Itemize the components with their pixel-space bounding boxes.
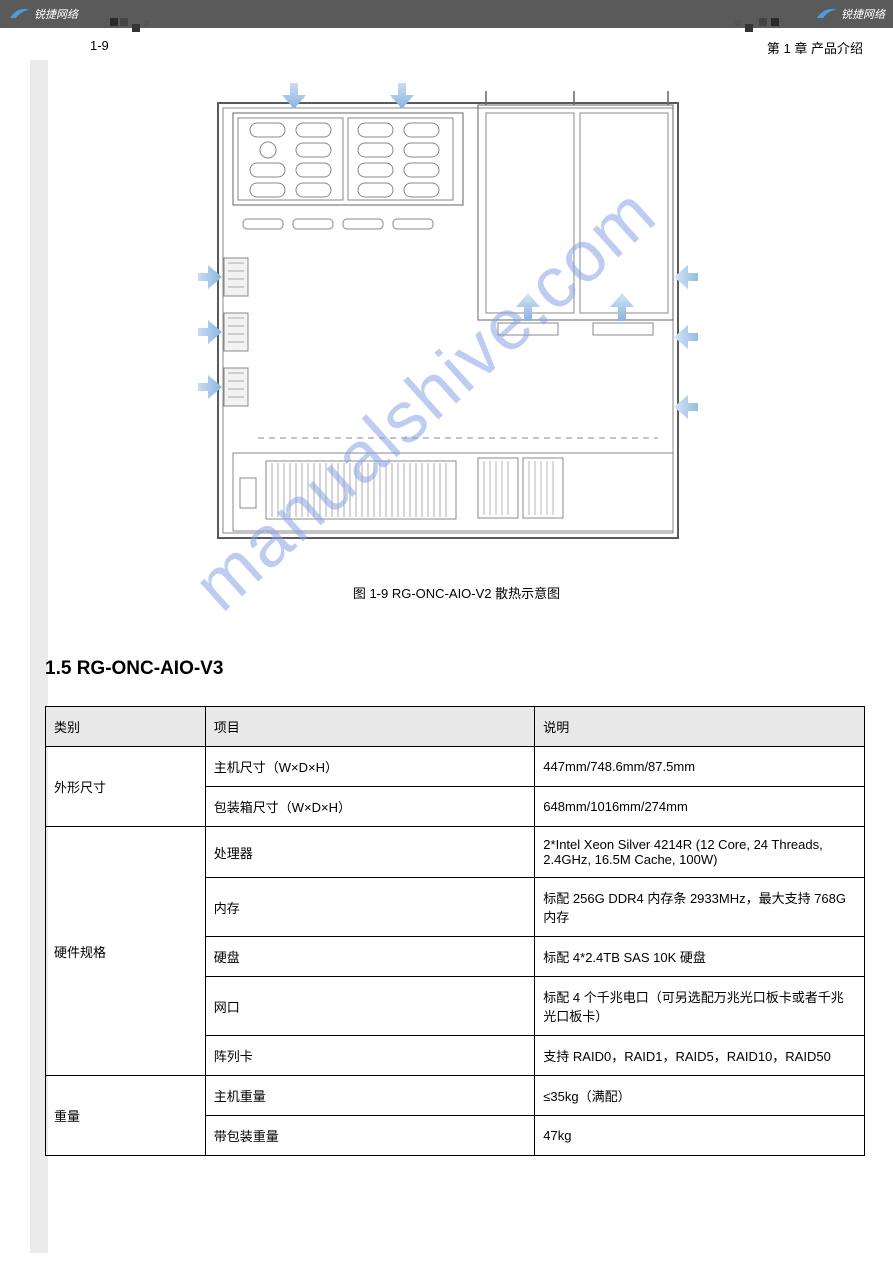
logo-right: 锐捷网络 [815, 3, 885, 25]
table-cell-category: 外形尺寸 [46, 747, 206, 827]
header-bar: 锐捷网络 锐捷网络 [0, 0, 893, 28]
table-cell-category: 硬件规格 [46, 827, 206, 1076]
table-cell: 网口 [205, 977, 535, 1036]
table-header: 类别 [46, 707, 206, 747]
logo-text-left: 锐捷网络 [34, 6, 78, 22]
table-cell: 主机尺寸（W×D×H） [205, 747, 535, 787]
table-header-row: 类别 项目 说明 [46, 707, 865, 747]
page-number: 1-9 [90, 38, 109, 53]
section-heading: 1.5 RG-ONC-AIO-V3 [45, 658, 223, 680]
table-cell: 支持 RAID0，RAID1，RAID5，RAID10，RAID50 [535, 1036, 865, 1076]
table-cell: 内存 [205, 878, 535, 937]
figure-caption: 图 1-9 RG-ONC-AIO-V2 散热示意图 [30, 583, 883, 602]
airflow-diagram [198, 83, 698, 551]
table-cell: 阵列卡 [205, 1036, 535, 1076]
table-cell: 648mm/1016mm/274mm [535, 787, 865, 827]
swoosh-icon [8, 4, 32, 24]
table-cell: 47kg [535, 1116, 865, 1156]
logo-text-right: 锐捷网络 [841, 6, 885, 22]
table-header: 项目 [205, 707, 535, 747]
table-row: 外形尺寸 主机尺寸（W×D×H） 447mm/748.6mm/87.5mm [46, 747, 865, 787]
logo-left: 锐捷网络 [8, 3, 78, 25]
spec-table: 类别 项目 说明 外形尺寸 主机尺寸（W×D×H） 447mm/748.6mm/… [45, 706, 865, 1156]
table-cell: 硬盘 [205, 937, 535, 977]
table-cell-category: 重量 [46, 1076, 206, 1156]
table-cell: ≤35kg（满配） [535, 1076, 865, 1116]
swoosh-icon [815, 4, 839, 24]
table-row: 重量 主机重量 ≤35kg（满配） [46, 1076, 865, 1116]
table-cell: 标配 256G DDR4 内存条 2933MHz，最大支持 768G 内存 [535, 878, 865, 937]
table-row: 硬件规格 处理器 2*Intel Xeon Silver 4214R (12 C… [46, 827, 865, 878]
table-cell: 2*Intel Xeon Silver 4214R (12 Core, 24 T… [535, 827, 865, 878]
table-cell: 带包装重量 [205, 1116, 535, 1156]
chapter-header: 第 1 章 产品介绍 [767, 38, 863, 57]
content-area: 1-9 第 1 章 产品介绍 [30, 28, 883, 1253]
table-cell: 标配 4 个千兆电口（可另选配万兆光口板卡或者千兆光口板卡） [535, 977, 865, 1036]
table-cell: 包装箱尺寸（W×D×H） [205, 787, 535, 827]
table-cell: 主机重量 [205, 1076, 535, 1116]
table-cell: 处理器 [205, 827, 535, 878]
table-cell: 447mm/748.6mm/87.5mm [535, 747, 865, 787]
table-header: 说明 [535, 707, 865, 747]
table-cell: 标配 4*2.4TB SAS 10K 硬盘 [535, 937, 865, 977]
